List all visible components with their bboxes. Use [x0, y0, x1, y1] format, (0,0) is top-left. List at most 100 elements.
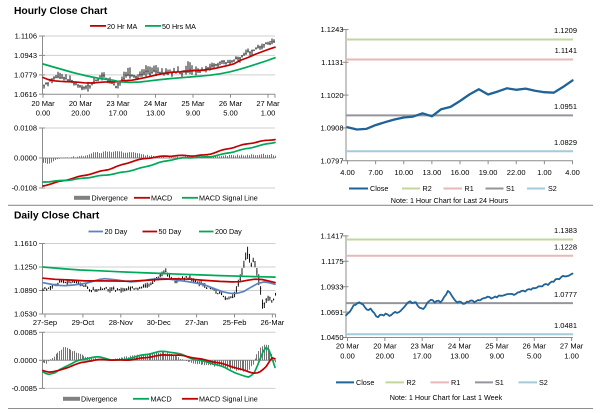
svg-text:1.00: 1.00: [537, 168, 552, 177]
svg-text:MACD Signal Line: MACD Signal Line: [199, 194, 258, 203]
svg-text:27-Jan: 27-Jan: [185, 318, 208, 327]
svg-text:-0.0085: -0.0085: [12, 384, 37, 393]
svg-text:1.0530: 1.0530: [14, 310, 37, 319]
svg-text:0.0085: 0.0085: [14, 328, 37, 337]
svg-text:13.00: 13.00: [450, 351, 469, 360]
svg-text:Divergence: Divergence: [81, 394, 117, 403]
svg-text:27 Mar: 27 Mar: [256, 99, 280, 108]
svg-text:R1: R1: [451, 378, 460, 387]
svg-text:25 Mar: 25 Mar: [485, 341, 509, 350]
svg-text:1.0691: 1.0691: [321, 308, 344, 317]
svg-text:0.00: 0.00: [340, 351, 355, 360]
svg-text:1.0890: 1.0890: [14, 286, 37, 295]
svg-text:Divergence: Divergence: [92, 194, 128, 203]
svg-text:1.1020: 1.1020: [321, 91, 344, 100]
svg-text:S2: S2: [539, 378, 548, 387]
svg-text:Close: Close: [370, 184, 388, 193]
svg-text:R2: R2: [407, 378, 416, 387]
svg-text:20 Day: 20 Day: [105, 227, 128, 236]
svg-text:S1: S1: [495, 378, 504, 387]
svg-text:1.1243: 1.1243: [321, 25, 344, 34]
svg-text:1.0481: 1.0481: [554, 321, 577, 330]
svg-text:0.0000: 0.0000: [14, 356, 37, 365]
svg-text:1.0829: 1.0829: [554, 138, 577, 147]
svg-text:25 Mar: 25 Mar: [181, 99, 205, 108]
svg-text:1.1106: 1.1106: [15, 32, 37, 41]
svg-text:20.00: 20.00: [71, 109, 90, 118]
svg-text:1.1175: 1.1175: [321, 257, 343, 266]
svg-text:9.00: 9.00: [186, 109, 201, 118]
svg-text:27 Mar: 27 Mar: [560, 341, 584, 350]
svg-text:4.00: 4.00: [565, 168, 580, 177]
svg-text:25-Feb: 25-Feb: [223, 318, 247, 327]
svg-text:9.00: 9.00: [490, 351, 505, 360]
svg-text:26 Mar: 26 Mar: [523, 341, 547, 350]
svg-text:S2: S2: [548, 184, 557, 193]
svg-text:0.0108: 0.0108: [14, 124, 37, 133]
svg-text:1.00: 1.00: [564, 351, 579, 360]
svg-text:1.00: 1.00: [261, 109, 276, 118]
svg-text:20 Mar: 20 Mar: [373, 341, 397, 350]
svg-text:0.00: 0.00: [36, 109, 51, 118]
svg-text:1.0943: 1.0943: [14, 51, 37, 60]
svg-text:MACD: MACD: [151, 394, 172, 403]
svg-text:Note: 1 Hour Chart for Last 24: Note: 1 Hour Chart for Last 24 Hours: [391, 196, 509, 205]
svg-text:16.00: 16.00: [451, 168, 470, 177]
svg-text:1.0450: 1.0450: [321, 333, 344, 342]
svg-text:20 Mar: 20 Mar: [336, 341, 360, 350]
svg-text:23 Mar: 23 Mar: [411, 341, 435, 350]
svg-text:1.0951: 1.0951: [554, 102, 577, 111]
svg-text:30-Dec: 30-Dec: [147, 318, 171, 327]
svg-text:20 Mar: 20 Mar: [69, 99, 93, 108]
svg-text:1.1250: 1.1250: [14, 263, 37, 272]
svg-text:1.0616: 1.0616: [14, 90, 37, 99]
svg-text:200 Day: 200 Day: [215, 227, 242, 236]
svg-text:Note: 1 Hour Chart for Last 1: Note: 1 Hour Chart for Last 1 Week: [390, 393, 503, 402]
svg-text:1.1610: 1.1610: [14, 239, 37, 248]
svg-text:19.00: 19.00: [479, 168, 498, 177]
svg-text:1.0797: 1.0797: [321, 156, 344, 165]
svg-text:26 Mar: 26 Mar: [219, 99, 243, 108]
svg-text:Hourly Close Chart: Hourly Close Chart: [14, 6, 108, 17]
svg-text:MACD Signal Line: MACD Signal Line: [199, 394, 258, 403]
svg-text:1.1228: 1.1228: [554, 243, 577, 252]
svg-text:17.00: 17.00: [109, 109, 128, 118]
svg-text:17.00: 17.00: [413, 351, 432, 360]
svg-text:S1: S1: [506, 184, 515, 193]
svg-text:R1: R1: [465, 184, 474, 193]
svg-text:1.1417: 1.1417: [321, 232, 344, 241]
svg-text:5.00: 5.00: [223, 109, 238, 118]
svg-text:R2: R2: [423, 184, 432, 193]
svg-text:1.1131: 1.1131: [321, 58, 343, 67]
svg-text:Daily Close Chart: Daily Close Chart: [14, 210, 100, 221]
svg-text:1.0933: 1.0933: [321, 282, 344, 291]
svg-text:4.00: 4.00: [340, 168, 355, 177]
svg-text:22.00: 22.00: [507, 168, 526, 177]
svg-text:-0.0108: -0.0108: [12, 184, 37, 193]
svg-text:23 Mar: 23 Mar: [106, 99, 130, 108]
svg-text:1.0779: 1.0779: [14, 71, 37, 80]
svg-text:1.1383: 1.1383: [554, 226, 577, 235]
svg-text:1.1141: 1.1141: [555, 46, 577, 55]
svg-text:50 Day: 50 Day: [159, 227, 182, 236]
svg-text:20.00: 20.00: [376, 351, 395, 360]
svg-text:20 Mar: 20 Mar: [31, 99, 55, 108]
svg-text:0.0000: 0.0000: [14, 154, 37, 163]
svg-text:10.00: 10.00: [394, 168, 413, 177]
svg-text:29-Oct: 29-Oct: [72, 318, 95, 327]
svg-text:20 Hr MA: 20 Hr MA: [107, 22, 138, 31]
svg-text:13.00: 13.00: [146, 109, 165, 118]
svg-text:Close: Close: [356, 378, 374, 387]
svg-text:7.00: 7.00: [368, 168, 383, 177]
svg-text:24 Mar: 24 Mar: [448, 341, 472, 350]
svg-text:28-Nov: 28-Nov: [109, 318, 133, 327]
svg-text:27-Sep: 27-Sep: [33, 318, 57, 327]
svg-text:13.00: 13.00: [423, 168, 442, 177]
svg-text:24 Mar: 24 Mar: [144, 99, 168, 108]
svg-text:50 Hrs MA: 50 Hrs MA: [162, 22, 196, 31]
svg-text:1.1209: 1.1209: [554, 26, 577, 35]
svg-text:26-Mar: 26-Mar: [261, 318, 285, 327]
svg-text:MACD: MACD: [151, 194, 172, 203]
svg-text:1.0777: 1.0777: [554, 290, 577, 299]
svg-text:5.00: 5.00: [527, 351, 542, 360]
